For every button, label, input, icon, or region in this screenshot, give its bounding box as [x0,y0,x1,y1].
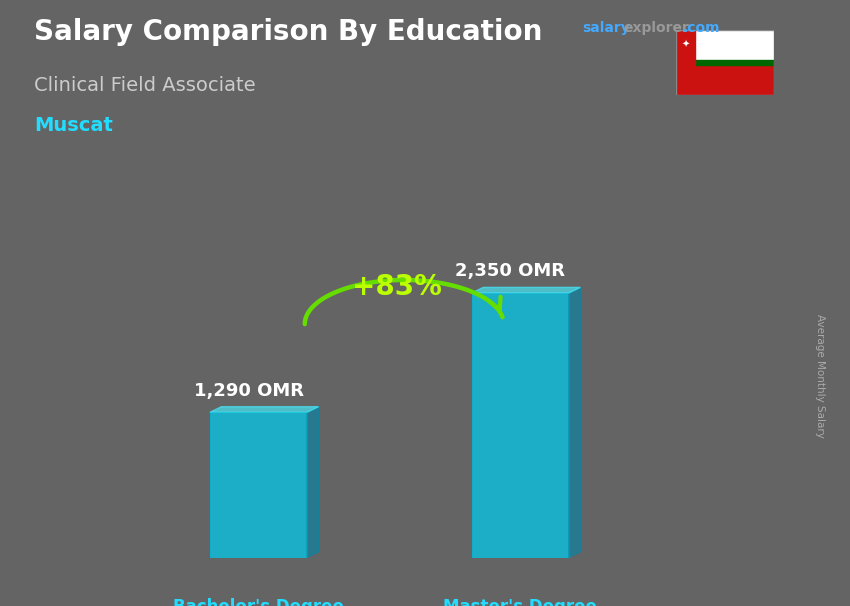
Text: 1,290 OMR: 1,290 OMR [194,382,303,400]
Text: explorer: explorer [623,21,688,35]
Bar [676,30,695,95]
Bar [695,30,774,62]
Polygon shape [569,287,581,558]
Polygon shape [472,287,581,293]
Bar [210,412,307,558]
Text: 2,350 OMR: 2,350 OMR [456,262,565,281]
Text: Average Monthly Salary: Average Monthly Salary [815,314,825,438]
Bar [695,62,774,95]
Text: Muscat: Muscat [34,116,113,135]
Bar [695,59,774,65]
Text: Master's Degree: Master's Degree [443,599,598,606]
Polygon shape [210,407,319,412]
Bar [472,293,569,558]
Text: salary: salary [582,21,630,35]
Polygon shape [307,407,319,558]
Text: Clinical Field Associate: Clinical Field Associate [34,76,256,95]
Text: Salary Comparison By Education: Salary Comparison By Education [34,18,542,46]
Text: +83%: +83% [352,273,442,301]
Text: ✦: ✦ [682,39,689,49]
Text: .com: .com [683,21,720,35]
Text: Bachelor's Degree: Bachelor's Degree [173,599,344,606]
